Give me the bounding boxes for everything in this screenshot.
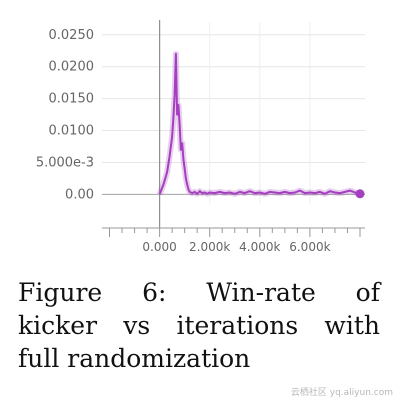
y-tick-label: 0.0200 <box>49 60 95 75</box>
grid <box>102 22 365 204</box>
series-layer <box>156 50 365 199</box>
y-tick-label: 0.0250 <box>49 28 95 43</box>
y-tick-label: 0.0150 <box>49 92 95 107</box>
y-tick-labels: 0.00 5.000e-3 0.0100 0.0150 0.0200 0.0250 <box>36 28 94 203</box>
y-tick-label: 0.00 <box>65 187 94 202</box>
caption-word: of <box>355 278 380 307</box>
caption-word: iterations <box>176 311 299 340</box>
series-end-point <box>355 189 365 199</box>
caption-line-2: kicker vs iterations with <box>18 309 380 342</box>
caption-line-1: Figure 6: Win-rate of <box>18 276 380 309</box>
caption-word: with <box>324 311 380 340</box>
x-tick-label: 2.000k <box>189 240 230 254</box>
y-tick-label: 0.0100 <box>49 124 95 139</box>
axes <box>102 20 365 237</box>
chart: 0.00 5.000e-3 0.0100 0.0150 0.0200 0.0250 0.0… <box>36 20 365 254</box>
caption-word: Figure <box>18 278 103 307</box>
caption-text: full randomization <box>18 344 251 373</box>
series-line <box>158 52 361 195</box>
watermark: 云栖社区 yq.aliyun.com <box>290 388 393 398</box>
y-tick-label: 5.000e-3 <box>36 155 94 170</box>
caption-word: Win-rate <box>206 278 316 307</box>
figure-caption: Figure 6: Win-rate of kicker vs iteratio… <box>18 276 380 375</box>
caption-word: kicker <box>18 311 98 340</box>
x-tick-label: 4.000k <box>239 240 280 254</box>
x-tick-label: 6.000k <box>289 240 330 254</box>
caption-word: 6: <box>142 278 167 307</box>
caption-word: vs <box>123 311 151 340</box>
caption-line-3: full randomization <box>18 342 380 375</box>
x-tick-labels: 0.000 2.000k 4.000k 6.000k <box>142 240 330 254</box>
x-tick-label: 0.000 <box>142 240 176 254</box>
